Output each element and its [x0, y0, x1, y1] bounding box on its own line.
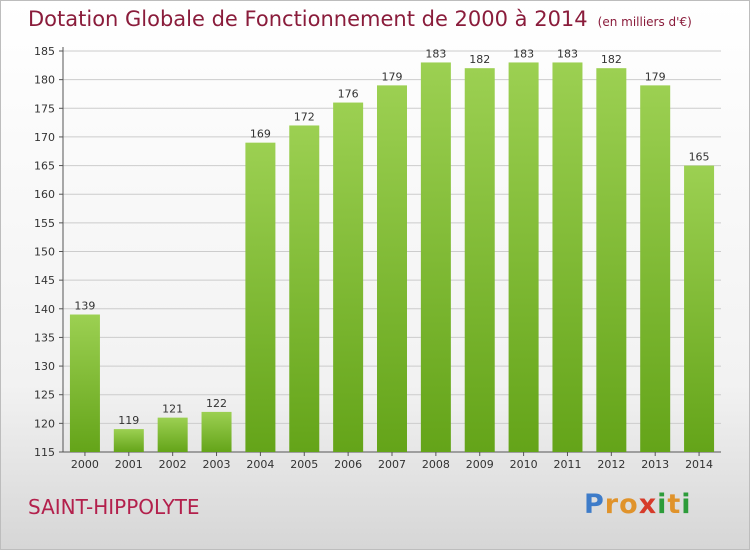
x-tick-label-2004: 2004 [246, 458, 274, 471]
x-tick-label-2007: 2007 [378, 458, 406, 471]
chart-title: Dotation Globale de Fonctionnement de 20… [28, 7, 692, 31]
bar-2005 [289, 125, 320, 452]
data-label-2004: 169 [250, 128, 271, 141]
proxiti-logo[interactable]: Proxiti [584, 489, 692, 520]
bar-2001 [113, 429, 144, 452]
y-tick-label: 170 [34, 131, 55, 144]
data-label-2005: 172 [294, 110, 315, 123]
bar-2011 [552, 62, 583, 452]
y-tick-label: 130 [34, 360, 55, 373]
bar-2013 [640, 85, 671, 452]
bar-2000 [69, 314, 100, 452]
y-tick-label: 135 [34, 331, 55, 344]
bar-2008 [420, 62, 451, 452]
data-label-2001: 119 [118, 414, 139, 427]
y-tick-label: 155 [34, 217, 55, 230]
logo-letter: i [681, 489, 692, 520]
data-label-2003: 122 [206, 397, 227, 410]
bar-2002 [157, 417, 188, 452]
data-label-2013: 179 [645, 70, 666, 83]
bar-2012 [596, 68, 627, 452]
x-tick-label-2013: 2013 [641, 458, 669, 471]
y-tick-label: 125 [34, 389, 55, 402]
data-label-2014: 165 [689, 151, 710, 164]
y-tick-label: 180 [34, 74, 55, 87]
x-tick-labels: 2000 2001 2002 2003 2004 2005 2006 2007 2008 2009… [71, 458, 713, 471]
bars [69, 62, 715, 453]
data-labels: 139 119 121 122 169 172 176 179 183 182 183 183 182 1… [74, 47, 709, 427]
x-tick-label-2012: 2012 [597, 458, 625, 471]
logo-letter: x [638, 489, 658, 520]
y-tick-label: 165 [34, 160, 55, 173]
x-tick-label-2010: 2010 [510, 458, 538, 471]
data-label-2010: 183 [513, 47, 534, 60]
y-tick-label: 120 [34, 417, 55, 430]
x-tick-label-2001: 2001 [115, 458, 143, 471]
y-tick-label: 145 [34, 274, 55, 287]
x-tick-label-2008: 2008 [422, 458, 450, 471]
x-tick-label-2002: 2002 [159, 458, 187, 471]
y-tick-label: 140 [34, 303, 55, 316]
bar-2003 [201, 411, 232, 452]
bar-2009 [464, 68, 495, 452]
logo-letter: P [584, 489, 605, 520]
data-label-2006: 176 [338, 88, 359, 101]
x-tick-label-2011: 2011 [553, 458, 581, 471]
bar-2010 [508, 62, 539, 452]
data-label-2007: 179 [382, 70, 403, 83]
bar-2014 [684, 165, 715, 453]
data-label-2008: 183 [425, 47, 446, 60]
logo-letter: t [667, 489, 682, 520]
y-tick-labels: 115 120 125 130 135 140 145 150 155 160 165 170 175 1… [34, 45, 55, 459]
y-tick-label: 150 [34, 246, 55, 259]
x-tick-label-2009: 2009 [466, 458, 494, 471]
logo-letter: r [604, 489, 620, 520]
data-label-2002: 121 [162, 403, 183, 416]
y-tick-label: 175 [34, 102, 55, 115]
x-tick-label-2006: 2006 [334, 458, 362, 471]
logo-letter: i [657, 489, 668, 520]
bar-2004 [245, 142, 276, 452]
y-tick-label: 160 [34, 188, 55, 201]
chart-subtitle: (en milliers d'€) [597, 15, 692, 29]
x-tick-label-2005: 2005 [290, 458, 318, 471]
bar-2007 [377, 85, 407, 452]
x-tick-label-2014: 2014 [685, 458, 713, 471]
data-label-2009: 182 [469, 53, 490, 66]
x-tick-label-2000: 2000 [71, 458, 99, 471]
y-tick-label: 115 [34, 446, 55, 459]
city-name: SAINT-HIPPOLYTE [28, 495, 200, 519]
x-tick-label-2003: 2003 [203, 458, 231, 471]
logo-letter: o [619, 489, 639, 520]
bar-2006 [333, 102, 364, 453]
chart-title-text: Dotation Globale de Fonctionnement de 20… [28, 7, 588, 31]
data-label-2011: 183 [557, 47, 578, 60]
y-tick-label: 185 [34, 45, 55, 58]
data-label-2000: 139 [74, 300, 95, 313]
data-label-2012: 182 [601, 53, 622, 66]
